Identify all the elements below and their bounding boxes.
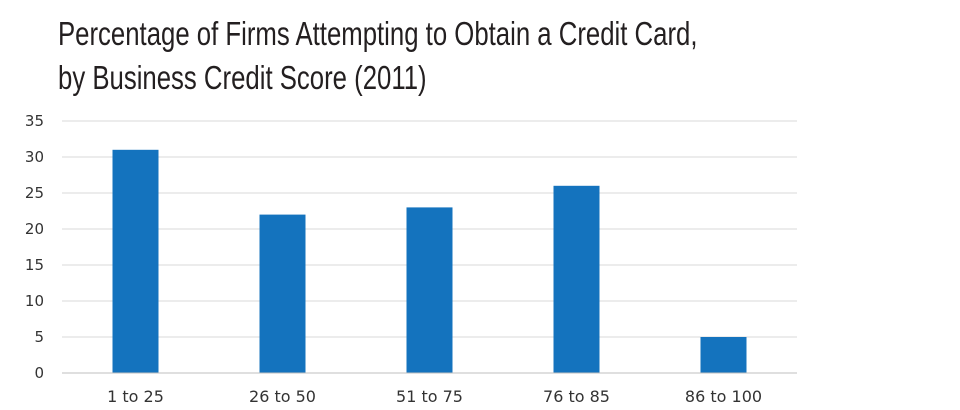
bar [406, 207, 453, 373]
chart-title: Percentage of Firms Attempting to Obtain… [58, 12, 698, 100]
x-tick-label: 26 to 50 [249, 387, 316, 406]
y-axis: 0 5 10 15 20 25 30 35 [25, 112, 44, 382]
y-tick-label: 35 [25, 112, 44, 130]
bar [259, 214, 306, 373]
chart-title-line-1: Percentage of Firms Attempting to Obtain… [58, 15, 698, 52]
y-tick-label: 0 [34, 364, 44, 382]
y-tick-label: 10 [25, 292, 44, 310]
y-tick-label: 30 [25, 148, 44, 166]
y-tick-label: 15 [25, 256, 44, 274]
chart-title-line-2: by Business Credit Score (2011) [58, 59, 427, 96]
bar [553, 185, 600, 373]
x-axis: 1 to 25 26 to 50 51 to 75 76 to 85 86 to 100 [62, 372, 797, 406]
bar [700, 337, 747, 373]
y-tick-label: 20 [25, 220, 44, 238]
bar [112, 149, 159, 373]
x-tick-label: 86 to 100 [685, 387, 762, 406]
x-tick-label: 1 to 25 [107, 387, 164, 406]
y-tick-label: 5 [34, 328, 44, 346]
y-tick-label: 25 [25, 184, 44, 202]
x-tick-label: 51 to 75 [396, 387, 463, 406]
bars [112, 149, 747, 373]
x-tick-label: 76 to 85 [543, 387, 610, 406]
